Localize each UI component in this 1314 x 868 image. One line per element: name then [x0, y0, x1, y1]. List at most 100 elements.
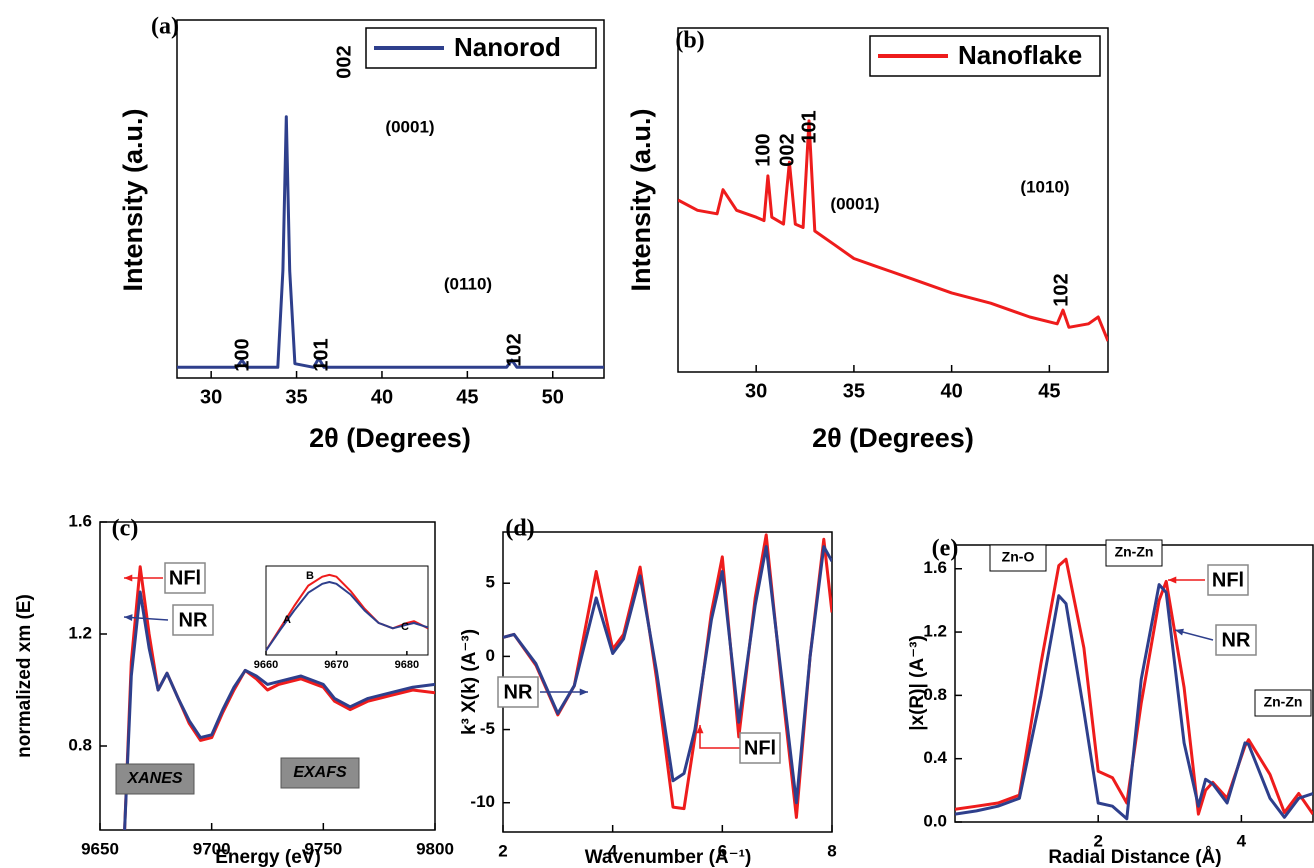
- name-box: [1215, 624, 1257, 656]
- x-axis-label: Wavenumber (A⁻¹): [585, 847, 752, 868]
- series-line: [123, 590, 435, 830]
- y-axis-label: k³ X(k) (A⁻³): [459, 629, 480, 735]
- annotation-box: [280, 757, 360, 789]
- annotation: 100: [231, 338, 253, 371]
- y-tick-label: 1.6: [923, 558, 947, 577]
- y-axis-label: Intensity (a.u.): [118, 108, 148, 291]
- x-axis-label: 2θ (Degrees): [309, 423, 471, 453]
- panel-label: (e): [932, 536, 959, 562]
- x-tick-label: 9800: [416, 839, 454, 858]
- x-tick-label: 9650: [81, 839, 119, 858]
- x-tick-label: 9680: [395, 659, 419, 671]
- x-tick-label: 35: [285, 386, 307, 408]
- annotation: Zn-O: [1002, 549, 1035, 565]
- annotation: (0001): [385, 117, 434, 136]
- panel-label: (a): [151, 14, 179, 40]
- x-tick-label: 8: [827, 841, 836, 860]
- series-line: [955, 557, 1313, 816]
- annotation: A: [283, 614, 291, 626]
- annotation: 002: [333, 45, 355, 78]
- name-box: [497, 676, 539, 708]
- series-line: [678, 119, 1108, 342]
- annotation: 100: [752, 133, 774, 166]
- annotation: 101: [798, 110, 820, 143]
- y-tick-label: 0.4: [923, 748, 947, 767]
- x-tick-label: 40: [941, 380, 963, 402]
- annotation-box: [1105, 539, 1163, 567]
- annotation: 101: [310, 338, 332, 371]
- y-axis-label: normalized xm (E): [14, 594, 35, 758]
- x-tick-label: 40: [371, 386, 393, 408]
- y-tick-label: 0.0: [923, 811, 947, 830]
- annotation: B: [306, 570, 314, 582]
- x-tick-label: 4: [608, 841, 618, 860]
- legend-label: Nanorod: [454, 32, 561, 62]
- y-tick-label: 1.2: [923, 622, 947, 641]
- x-tick-label: 2: [498, 841, 507, 860]
- plot-frame: [502, 531, 833, 833]
- plot-frame: [677, 27, 1109, 373]
- y-tick-label: 0.8: [68, 735, 92, 754]
- x-tick-label: 9700: [193, 839, 231, 858]
- annotation: 002: [776, 133, 798, 166]
- name-arrowhead: [1175, 628, 1184, 636]
- x-axis-label: 2θ (Degrees): [812, 423, 974, 453]
- series-name-label: NFl: [169, 567, 201, 589]
- y-tick-label: 5: [486, 573, 495, 592]
- x-axis-label: Energy (eV): [215, 847, 321, 868]
- name-arrowhead: [696, 725, 704, 734]
- x-tick-label: 9750: [304, 839, 342, 858]
- annotation: XANES: [126, 770, 182, 787]
- y-tick-label: 1.2: [68, 623, 92, 642]
- x-tick-label: 45: [1038, 380, 1060, 402]
- series-name-label: NR: [1222, 629, 1251, 651]
- annotation: 102: [1050, 273, 1072, 306]
- annotation: (0110): [444, 274, 492, 293]
- x-tick-label: 6: [718, 841, 727, 860]
- x-tick-label: 50: [542, 386, 564, 408]
- x-tick-label: 4: [1237, 831, 1247, 850]
- legend-label: Nanoflake: [958, 40, 1082, 70]
- x-tick-label: 30: [745, 380, 767, 402]
- annotation-box: [1254, 689, 1312, 717]
- y-axis-label: |x(R)| (A⁻³): [907, 635, 928, 731]
- x-axis-label: Radial Distance (Å): [1048, 847, 1221, 868]
- annotation: 102: [503, 333, 525, 366]
- annotation-box: [115, 763, 195, 795]
- annotation-box: [989, 544, 1047, 572]
- series-name-label: NFl: [1212, 569, 1244, 591]
- series-line: [177, 115, 604, 369]
- y-tick-label: -5: [480, 719, 495, 738]
- plot-frame: [954, 544, 1314, 823]
- x-tick-label: 35: [843, 380, 865, 402]
- name-box: [1207, 564, 1249, 596]
- name-arrowhead: [124, 574, 133, 582]
- panel-label: (c): [112, 516, 139, 542]
- x-tick-label: 2: [1093, 831, 1102, 850]
- y-tick-label: 0: [486, 646, 495, 665]
- plot-frame: [176, 19, 605, 379]
- series-line: [503, 545, 832, 805]
- annotation: EXAFS: [293, 764, 347, 781]
- y-tick-label: 1.6: [68, 511, 92, 530]
- panel-label: (b): [675, 28, 704, 54]
- series-name-label: NR: [504, 681, 533, 703]
- y-axis-label: Intensity (a.u.): [626, 108, 656, 291]
- x-tick-label: 45: [456, 386, 478, 408]
- panel-label: (d): [505, 516, 534, 542]
- name-box: [164, 562, 206, 594]
- x-tick-label: 9670: [324, 659, 348, 671]
- x-tick-label: 9660: [254, 659, 278, 671]
- annotation: Zn-Zn: [1115, 544, 1154, 560]
- y-tick-label: -10: [470, 792, 495, 811]
- annotation: (0001): [830, 194, 879, 213]
- name-arrowhead: [1168, 576, 1177, 584]
- name-box: [739, 732, 781, 764]
- series-line: [266, 581, 428, 652]
- y-tick-label: 0.8: [923, 685, 947, 704]
- name-arrowhead: [124, 614, 133, 622]
- name-arrowhead: [579, 688, 588, 696]
- x-tick-label: 30: [200, 386, 222, 408]
- annotation: (1010): [1020, 177, 1069, 196]
